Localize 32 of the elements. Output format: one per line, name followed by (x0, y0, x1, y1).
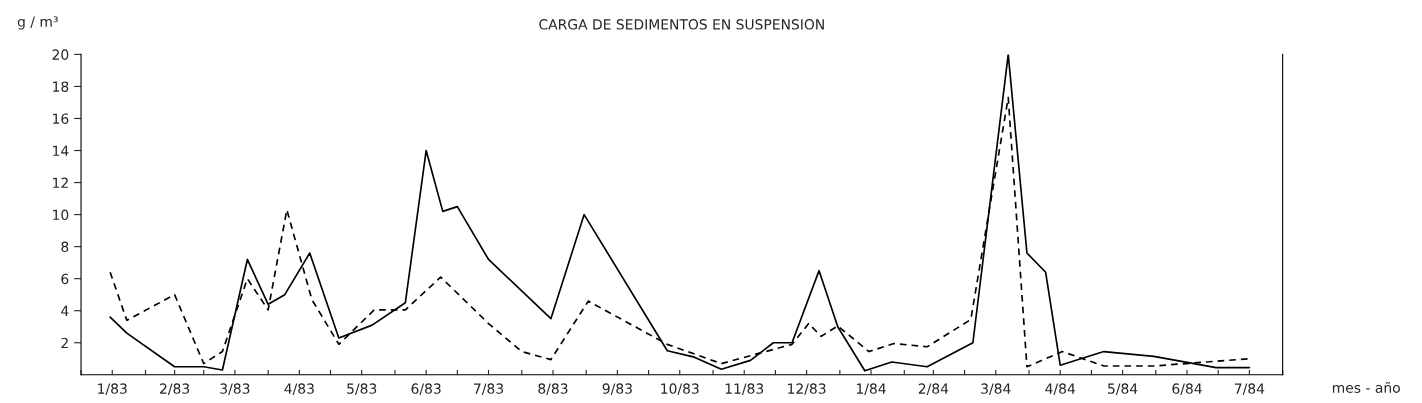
y-tick-label: 8 (61, 241, 69, 253)
y-tick-label: 12 (53, 177, 68, 188)
x-tick-label: 4/84 (1045, 383, 1076, 395)
y-tick-label: 18 (53, 81, 69, 92)
x-tick-label: 5/84 (1108, 383, 1138, 395)
y-tick-label: 2 (61, 337, 68, 349)
x-tick-label: 2/83 (160, 383, 190, 395)
x-tick-label: 2/84 (918, 383, 949, 395)
x-tick-label: 1/84 (856, 383, 886, 395)
x-tick-label: 4/83 (284, 383, 314, 395)
x-tick-label: 9/83 (602, 383, 632, 395)
x-tick-label: 1/83 (98, 383, 127, 395)
y-tick-label: 16 (53, 113, 69, 124)
x-tick-label: 6/84 (1172, 383, 1202, 395)
x-tick-label: 12/83 (788, 383, 826, 395)
x-tick-label: 10/83 (661, 383, 699, 395)
y-tick-label: 10 (53, 209, 69, 221)
y-tick-label: 14 (53, 145, 69, 156)
x-tick-label: 7/84 (1234, 383, 1265, 395)
y-tick-label: 4 (61, 305, 69, 316)
x-axis-title: mes - año (1332, 381, 1400, 393)
y-axis-title: g / m³ (17, 16, 58, 30)
x-tick-label: 3/83 (220, 383, 250, 395)
chart-title: CARGA DE SEDIMENTOS EN SUSPENSION (539, 19, 824, 30)
x-tick-label: 11/83 (725, 383, 764, 395)
x-tick-label: 6/83 (411, 383, 441, 395)
x-tick-label: 7/83 (474, 383, 503, 395)
x-tick-label: 8/83 (538, 383, 568, 395)
y-tick-label: 20 (52, 49, 69, 60)
x-tick-label: 3/84 (981, 383, 1011, 395)
y-tick-label: 6 (61, 273, 69, 285)
x-tick-label: 5/83 (347, 383, 377, 395)
